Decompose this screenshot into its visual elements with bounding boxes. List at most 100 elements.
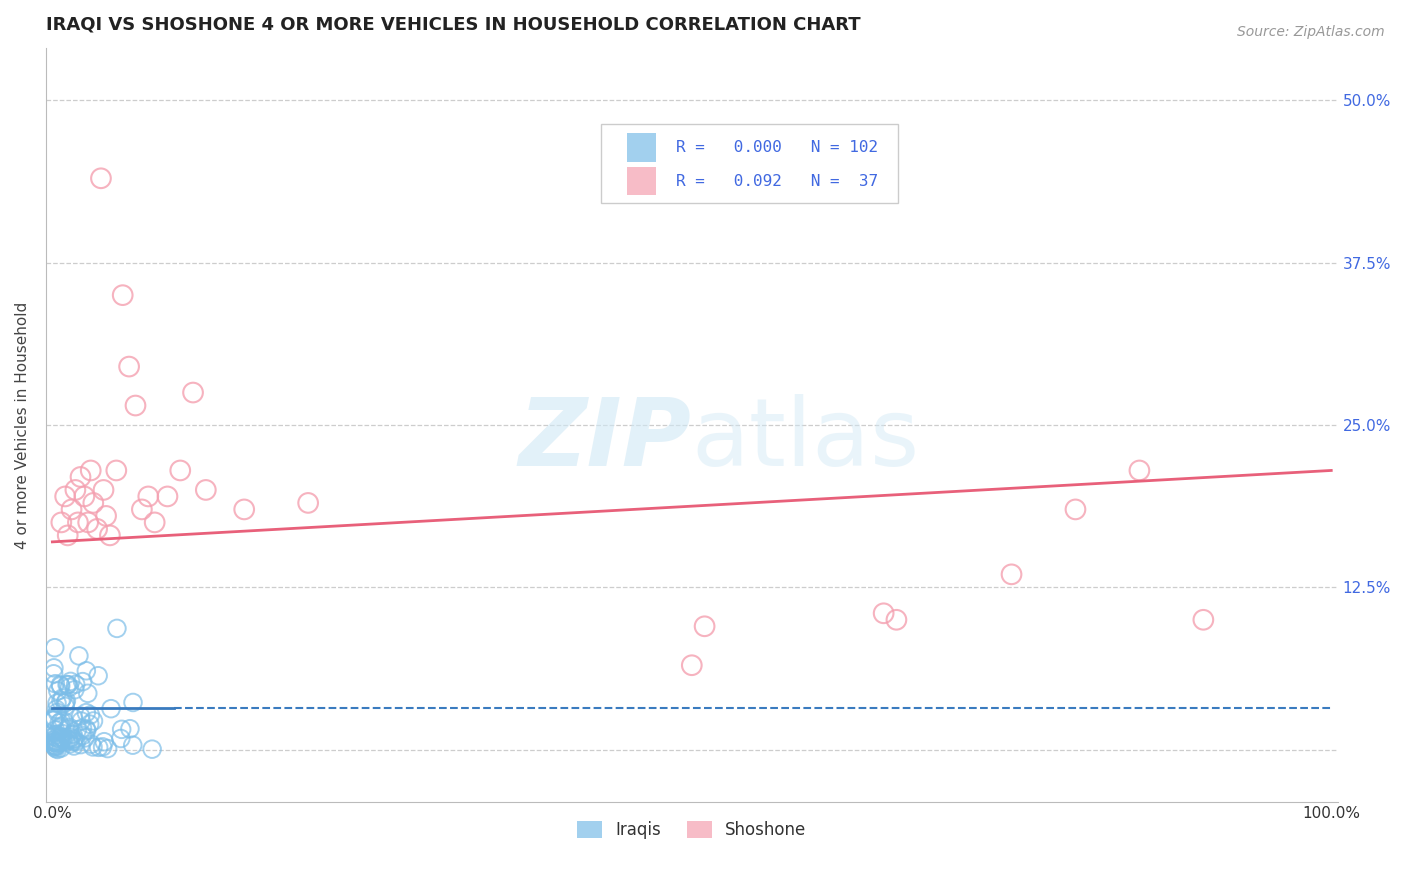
Shoshone: [169, 463, 191, 477]
Iraqis: [121, 738, 143, 752]
Iraqis: [42, 661, 65, 675]
Iraqis: [59, 674, 82, 689]
Iraqis: [51, 714, 73, 728]
Iraqis: [87, 740, 110, 755]
Iraqis: [75, 664, 97, 678]
Iraqis: [58, 721, 80, 735]
Iraqis: [49, 679, 72, 693]
Shoshone: [51, 516, 73, 530]
Iraqis: [49, 694, 72, 708]
Shoshone: [93, 483, 115, 497]
Iraqis: [67, 648, 90, 663]
Shoshone: [66, 516, 89, 530]
Iraqis: [51, 691, 73, 706]
Iraqis: [65, 735, 87, 749]
Iraqis: [55, 694, 77, 708]
Iraqis: [46, 735, 69, 749]
Shoshone: [156, 490, 179, 504]
FancyBboxPatch shape: [602, 124, 898, 202]
Iraqis: [44, 740, 66, 755]
Iraqis: [42, 733, 65, 747]
Iraqis: [63, 739, 86, 753]
Iraqis: [49, 731, 72, 746]
Iraqis: [44, 710, 66, 724]
Shoshone: [82, 496, 104, 510]
Iraqis: [56, 732, 79, 747]
Iraqis: [44, 723, 66, 737]
Iraqis: [105, 621, 128, 635]
Iraqis: [91, 739, 114, 754]
Shoshone: [233, 502, 256, 516]
Iraqis: [45, 727, 67, 741]
Iraqis: [93, 735, 115, 749]
Iraqis: [52, 714, 75, 728]
Iraqis: [62, 734, 84, 748]
Iraqis: [69, 709, 91, 723]
Iraqis: [141, 742, 163, 756]
Iraqis: [59, 737, 82, 751]
Y-axis label: 4 or more Vehicles in Household: 4 or more Vehicles in Household: [15, 301, 30, 549]
Text: R =   0.000   N = 102: R = 0.000 N = 102: [676, 140, 879, 155]
Iraqis: [55, 734, 77, 748]
Shoshone: [105, 463, 128, 477]
Iraqis: [44, 739, 66, 754]
Shoshone: [136, 490, 159, 504]
Shoshone: [73, 490, 96, 504]
Iraqis: [82, 714, 104, 728]
Iraqis: [52, 727, 75, 741]
Iraqis: [82, 739, 104, 754]
Iraqis: [75, 706, 97, 720]
Iraqis: [72, 729, 94, 743]
Shoshone: [94, 508, 117, 523]
Shoshone: [60, 502, 83, 516]
Iraqis: [79, 708, 101, 723]
Iraqis: [75, 722, 97, 736]
Iraqis: [62, 727, 84, 741]
Iraqis: [44, 739, 66, 753]
Shoshone: [77, 516, 100, 530]
Iraqis: [111, 723, 134, 737]
Shoshone: [681, 658, 703, 673]
Text: R =   0.092   N =  37: R = 0.092 N = 37: [676, 174, 879, 189]
Shoshone: [1000, 567, 1022, 582]
Iraqis: [44, 735, 66, 749]
Iraqis: [46, 735, 69, 749]
Iraqis: [46, 737, 69, 751]
Shoshone: [886, 613, 908, 627]
Iraqis: [45, 702, 67, 716]
Legend: Iraqis, Shoshone: Iraqis, Shoshone: [571, 814, 813, 846]
Iraqis: [46, 696, 69, 710]
Iraqis: [110, 731, 132, 746]
Text: atlas: atlas: [692, 394, 920, 486]
Iraqis: [52, 731, 75, 745]
Shoshone: [872, 607, 894, 621]
Shoshone: [297, 496, 319, 510]
Iraqis: [70, 714, 93, 728]
Iraqis: [60, 731, 83, 745]
Shoshone: [124, 399, 146, 413]
Iraqis: [65, 677, 87, 691]
Iraqis: [42, 712, 65, 726]
Iraqis: [46, 706, 69, 720]
Iraqis: [79, 717, 101, 731]
Iraqis: [75, 731, 97, 745]
Iraqis: [62, 732, 84, 747]
Iraqis: [58, 723, 80, 737]
Iraqis: [58, 681, 80, 695]
Iraqis: [45, 741, 67, 756]
Iraqis: [100, 701, 122, 715]
Shoshone: [131, 502, 153, 516]
Shoshone: [111, 288, 134, 302]
Iraqis: [49, 730, 72, 744]
Shoshone: [53, 490, 76, 504]
Iraqis: [63, 731, 86, 746]
Iraqis: [42, 713, 65, 727]
Iraqis: [51, 719, 73, 733]
Iraqis: [48, 721, 70, 735]
Iraqis: [56, 678, 79, 692]
FancyBboxPatch shape: [627, 133, 655, 161]
Iraqis: [62, 711, 84, 725]
Iraqis: [72, 674, 94, 689]
Iraqis: [46, 742, 69, 756]
Iraqis: [58, 733, 80, 747]
